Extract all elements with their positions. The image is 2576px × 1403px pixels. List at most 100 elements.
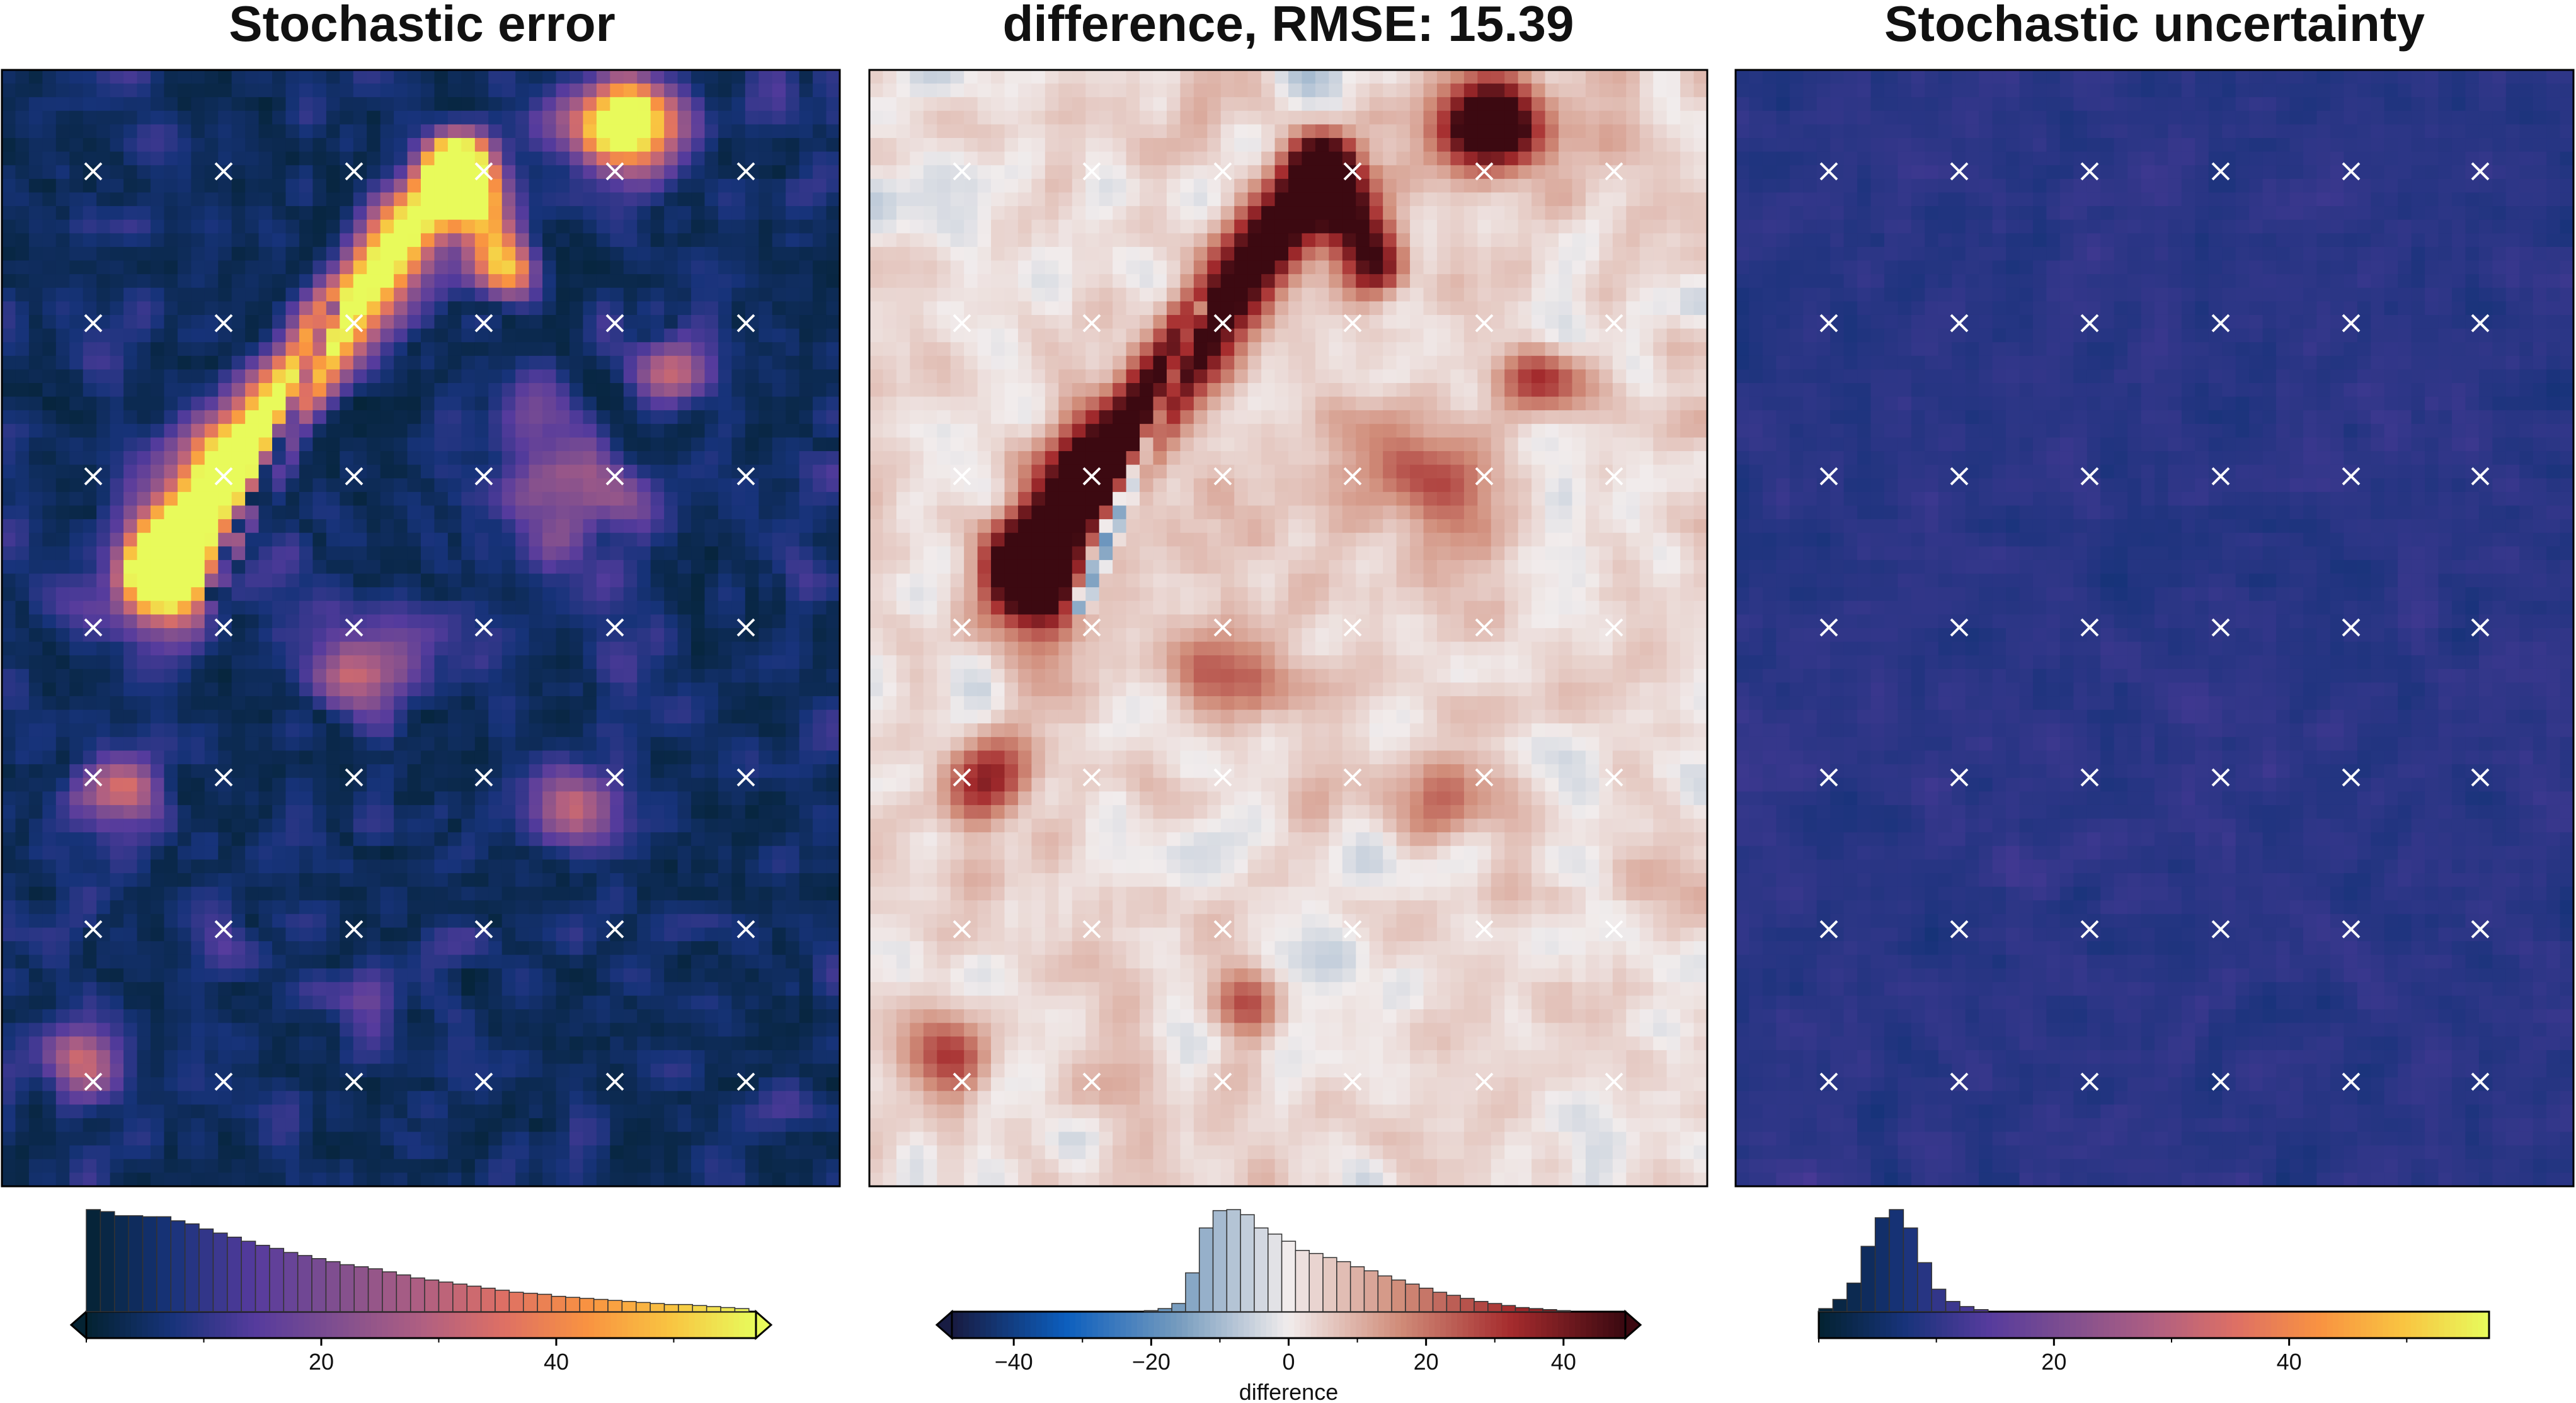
heatmap-cell — [110, 546, 124, 561]
heatmap-cell — [367, 573, 381, 588]
heatmap-cell — [556, 818, 570, 833]
heatmap-cell — [677, 696, 692, 711]
heatmap-cell — [447, 1104, 462, 1119]
heatmap-cell — [407, 587, 421, 602]
heatmap-cell — [83, 941, 97, 956]
heatmap-cell — [285, 151, 300, 166]
heatmap-cell — [637, 546, 651, 561]
heatmap-cell — [340, 383, 354, 398]
heatmap-cell — [407, 1118, 421, 1133]
heatmap-cell — [556, 206, 570, 220]
heatmap-cell — [596, 1091, 610, 1105]
heatmap-cell — [150, 968, 165, 983]
heatmap-cell — [677, 410, 692, 425]
heatmap-cell — [258, 546, 273, 561]
heatmap-cell — [529, 246, 543, 261]
heatmap-cell — [110, 70, 124, 84]
heatmap-cell — [407, 83, 421, 98]
heatmap-cell — [583, 301, 597, 316]
heatmap-cell — [569, 709, 584, 724]
heatmap-cell — [326, 260, 340, 275]
heatmap-cell — [285, 274, 300, 289]
heatmap-cell — [664, 600, 678, 615]
heatmap-cell — [799, 764, 813, 779]
heatmap-cell — [813, 192, 827, 207]
heatmap-cell — [218, 83, 232, 98]
heatmap-cell — [529, 682, 543, 697]
heatmap-cell — [542, 913, 557, 929]
heatmap-cell — [542, 314, 557, 329]
heatmap-cell — [150, 192, 165, 207]
heatmap-cell — [529, 314, 543, 329]
heatmap-cell — [488, 355, 503, 370]
heatmap-cell — [110, 723, 124, 738]
heatmap-cell — [96, 859, 111, 874]
heatmap-cell — [650, 192, 665, 207]
heatmap-cell — [407, 451, 421, 466]
heatmap-cell — [637, 206, 651, 220]
heatmap-cell — [55, 396, 70, 411]
heatmap-cell — [150, 355, 165, 370]
heatmap-cell — [123, 587, 138, 602]
heatmap-cell — [55, 328, 70, 343]
heatmap-cell — [123, 900, 138, 915]
heatmap-cell — [786, 941, 800, 956]
heatmap-cell — [421, 723, 435, 738]
heatmap-cell — [231, 559, 246, 575]
heatmap-cell — [677, 396, 692, 411]
heatmap-cell — [312, 151, 327, 166]
heatmap-cell — [285, 70, 300, 84]
heatmap-cell — [731, 941, 746, 956]
heatmap-cell — [123, 138, 138, 152]
heatmap-cell — [137, 777, 151, 792]
heatmap-cell — [83, 206, 97, 220]
heatmap-cell — [83, 805, 97, 820]
heatmap-cell — [731, 900, 746, 915]
heatmap-cell — [326, 396, 340, 411]
heatmap-cell — [380, 736, 394, 752]
heatmap-cell — [231, 1118, 246, 1133]
heatmap-cell — [772, 1104, 786, 1119]
heatmap-cell — [474, 1091, 489, 1105]
heatmap-cell — [272, 954, 287, 969]
heatmap-cell — [704, 355, 719, 370]
heatmap-cell — [569, 491, 584, 507]
heatmap-cell — [285, 233, 300, 248]
heatmap-cell — [2, 410, 16, 425]
heatmap-cell — [110, 260, 124, 275]
heatmap-cell — [569, 995, 584, 1010]
heatmap-cell — [2, 70, 16, 84]
heatmap-cell — [826, 246, 840, 261]
heatmap-cell — [529, 668, 543, 684]
heatmap-cell — [15, 709, 30, 724]
heatmap-cell — [691, 1022, 706, 1037]
heatmap-cell — [191, 83, 205, 98]
heatmap-cell — [501, 219, 516, 234]
heatmap-cell — [799, 519, 813, 534]
heatmap-cell — [650, 274, 665, 289]
heatmap-cell — [299, 764, 313, 779]
heatmap-cell — [191, 750, 205, 765]
heatmap-cell — [772, 573, 786, 588]
heatmap-cell — [285, 369, 300, 384]
heatmap-cell — [191, 451, 205, 466]
heatmap-cell — [542, 668, 557, 684]
heatmap-cell — [340, 206, 354, 220]
heatmap-cell — [353, 791, 367, 806]
heatmap-cell — [137, 1009, 151, 1024]
heatmap-cell — [488, 546, 503, 561]
heatmap-cell — [704, 682, 719, 697]
heatmap-cell — [15, 982, 30, 997]
heatmap-cell — [542, 1145, 557, 1160]
heatmap-cell — [569, 777, 584, 792]
heatmap-cell — [664, 1104, 678, 1119]
heatmap-cell — [231, 491, 246, 507]
heatmap-cell — [340, 941, 354, 956]
heatmap-cell — [272, 941, 287, 956]
heatmap-cell — [488, 995, 503, 1010]
heatmap-cell — [42, 369, 57, 384]
heatmap-cell — [218, 396, 232, 411]
heatmap-cell — [623, 83, 638, 98]
heatmap-cell — [231, 83, 246, 98]
heatmap-cell — [623, 1104, 638, 1119]
